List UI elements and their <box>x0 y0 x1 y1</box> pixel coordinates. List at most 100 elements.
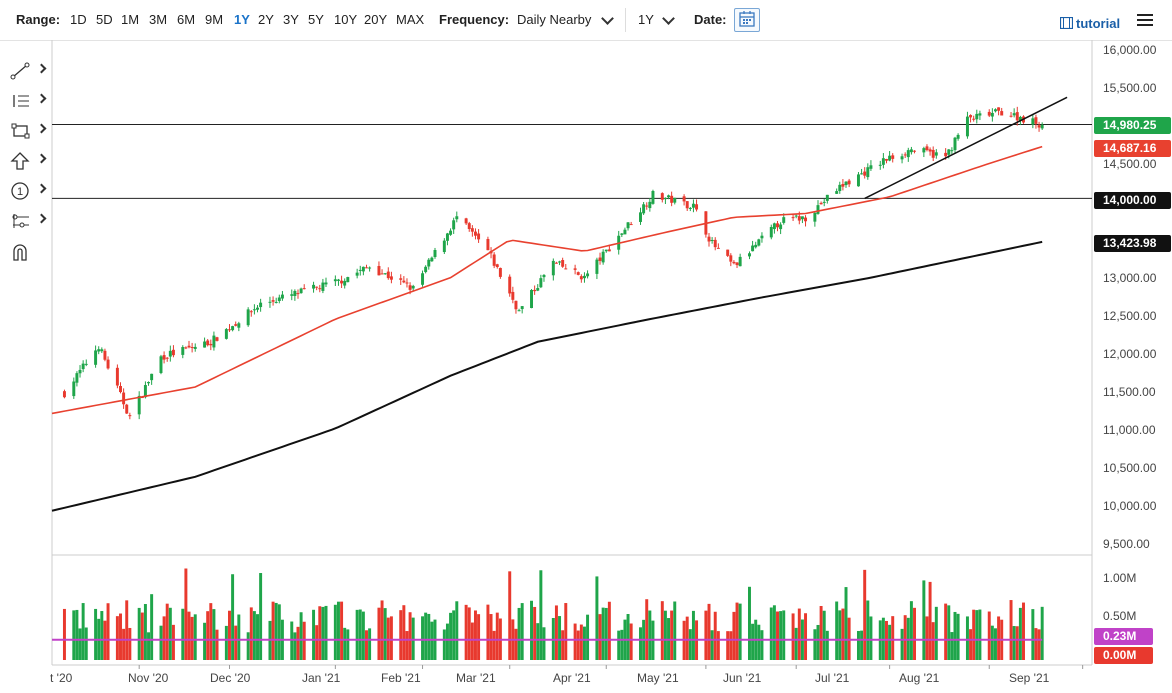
candle-body <box>561 260 565 267</box>
volume-bar <box>377 607 381 660</box>
volume-bar <box>302 621 306 660</box>
volume-bar <box>203 622 207 660</box>
volume-bar <box>140 612 144 660</box>
range-3m-button[interactable]: 3M <box>149 12 168 27</box>
volume-bar <box>389 616 393 660</box>
tutorial-label[interactable]: tutorial <box>1076 16 1121 31</box>
volume-bar <box>368 628 372 660</box>
volume-bar <box>582 626 586 660</box>
candle-body <box>564 268 568 270</box>
price-tick-label: 10,000.00 <box>1103 499 1157 513</box>
candle-body <box>171 349 175 356</box>
range-1d-button[interactable]: 1D <box>70 12 87 27</box>
candle-body <box>389 276 393 280</box>
fibonacci-tool[interactable] <box>8 90 48 112</box>
volume-bar <box>863 569 867 660</box>
trendline-tool[interactable] <box>8 60 48 82</box>
candle-body <box>601 251 605 263</box>
volume-bar <box>825 630 829 660</box>
candle-body <box>797 216 801 221</box>
candle-body <box>663 198 667 200</box>
trendline-tool-icon <box>10 62 30 80</box>
range-10y-button[interactable]: 10Y <box>334 12 358 27</box>
volume-bar <box>604 607 608 660</box>
volume-bar <box>477 614 481 660</box>
range-20y-button[interactable]: 20Y <box>364 12 388 27</box>
arrow-tool[interactable] <box>8 150 48 172</box>
volume-bar <box>517 607 521 660</box>
magnet-tool[interactable] <box>8 240 48 262</box>
candle-body <box>150 373 154 381</box>
volume-bar <box>402 605 406 660</box>
volume-bar <box>224 625 228 660</box>
candle-body <box>691 203 695 208</box>
candle-body <box>682 196 686 202</box>
candle-body <box>449 230 453 235</box>
volume-bar <box>106 603 110 660</box>
calendar-icon[interactable] <box>734 8 760 32</box>
volume-bar <box>181 608 185 660</box>
hamburger-menu-icon[interactable] <box>1137 14 1153 26</box>
candle-body <box>1034 117 1038 124</box>
volume-bar <box>424 612 428 660</box>
candle-body <box>274 301 278 303</box>
candle-body <box>969 115 973 118</box>
range-3y-button[interactable]: 3Y <box>283 12 299 27</box>
magnet-icon <box>13 244 27 261</box>
candle-body <box>72 381 76 397</box>
volume-bar <box>252 611 256 660</box>
range-1y-button[interactable]: 1Y <box>234 12 250 27</box>
range-9m-button[interactable]: 9M <box>205 12 224 27</box>
candle-body <box>365 267 368 269</box>
candle-body <box>103 350 107 360</box>
volume-bar <box>607 601 611 660</box>
candle-body <box>554 262 558 264</box>
rectangle-tool[interactable] <box>8 120 48 142</box>
range-5y-button[interactable]: 5Y <box>308 12 324 27</box>
candle-body <box>713 239 717 248</box>
range-2y-button[interactable]: 2Y <box>258 12 274 27</box>
volume-bar <box>122 628 126 660</box>
candle-body <box>94 350 98 365</box>
candle-body <box>791 217 795 219</box>
annotation-tool[interactable]: 1 <box>8 180 48 202</box>
volume-bar <box>72 610 76 660</box>
range-1m-button[interactable]: 1M <box>121 12 140 27</box>
candle-body <box>956 134 960 139</box>
volume-bar <box>299 612 303 660</box>
frequency-dropdown[interactable]: Daily Nearby <box>517 12 592 27</box>
volume-last-badge: 0.00M <box>1094 647 1153 664</box>
candle-body <box>922 148 926 153</box>
candle-body <box>782 217 786 223</box>
candle-body <box>533 289 537 292</box>
candle-body <box>81 363 85 370</box>
date-tick-label: May '21 <box>637 671 679 685</box>
volume-bar <box>530 600 533 660</box>
volume-bar <box>663 610 667 660</box>
volume-bar <box>346 629 350 660</box>
candle-body <box>813 212 817 222</box>
candle-body <box>757 239 761 246</box>
volume-bar <box>486 604 490 660</box>
volume-bar <box>464 604 468 660</box>
range-6m-button[interactable]: 6M <box>177 12 196 27</box>
candle-body <box>726 249 730 256</box>
period-dropdown[interactable]: 1Y <box>638 12 654 27</box>
volume-bar <box>601 607 605 660</box>
volume-bar <box>228 610 231 660</box>
pattern-tool[interactable] <box>8 210 48 232</box>
candle-body <box>990 112 994 117</box>
volume-bar <box>315 625 319 660</box>
volume-bar <box>586 614 590 660</box>
candle-body <box>119 385 122 393</box>
range-5d-button[interactable]: 5D <box>96 12 113 27</box>
candle-body <box>825 194 829 201</box>
volume-bar <box>841 608 845 660</box>
volume-bar <box>358 609 362 660</box>
candle-body <box>586 273 590 277</box>
candle-body <box>203 341 207 348</box>
range-max-button[interactable]: MAX <box>396 12 425 27</box>
volume-bar <box>931 622 935 660</box>
candle-body <box>779 224 783 230</box>
